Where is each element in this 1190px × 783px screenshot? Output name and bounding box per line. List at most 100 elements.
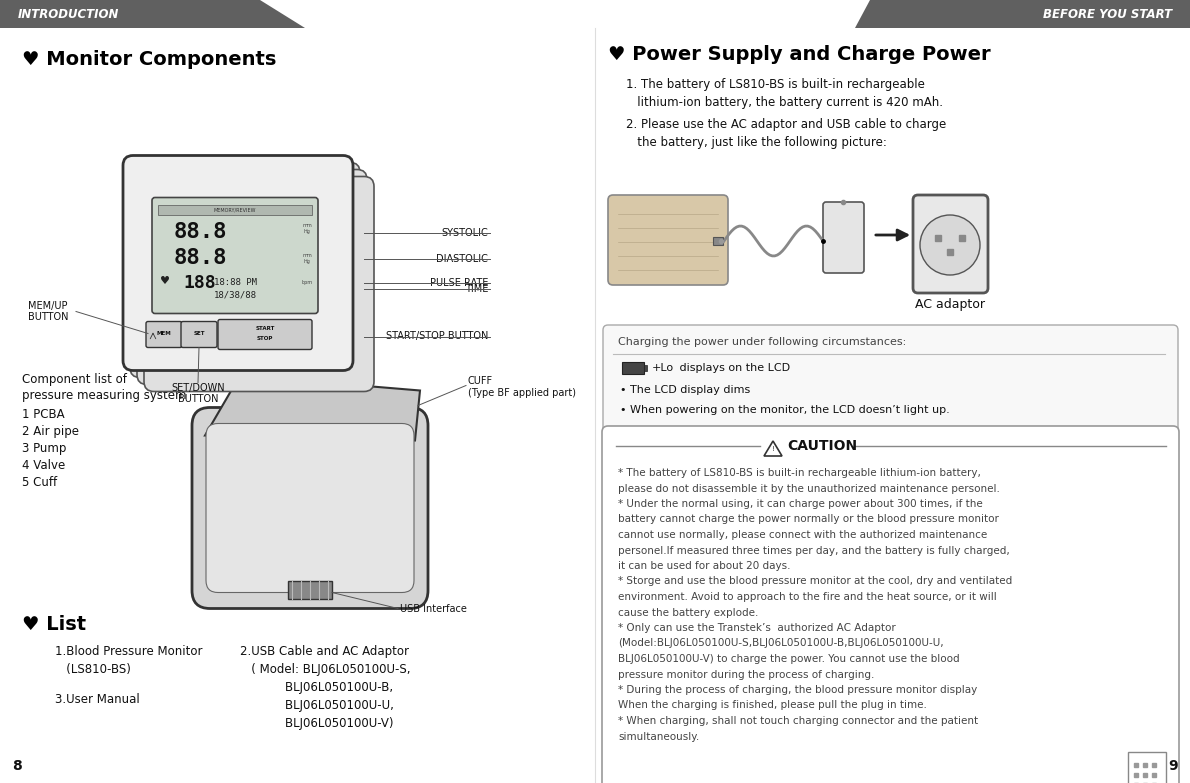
Text: Component list of: Component list of [21,373,127,386]
Text: 1.Blood Pressure Monitor: 1.Blood Pressure Monitor [55,645,202,658]
Text: mm
Hg: mm Hg [302,223,312,234]
Text: • The LCD display dims: • The LCD display dims [620,385,750,395]
Bar [288,580,332,598]
Text: ♥ Monitor Components: ♥ Monitor Components [21,50,276,69]
Text: START: START [256,326,275,331]
Text: PULSE RATE: PULSE RATE [430,277,488,287]
FancyBboxPatch shape [144,176,374,392]
Text: 188: 188 [183,273,217,291]
Text: SET/DOWN
BUTTON: SET/DOWN BUTTON [171,383,225,404]
Text: AC adaptor: AC adaptor [915,298,985,311]
FancyBboxPatch shape [152,197,318,313]
Polygon shape [0,0,305,28]
Text: ♥ List: ♥ List [21,615,86,634]
Text: START/STOP BUTTON: START/STOP BUTTON [386,331,488,341]
Text: 2. Please use the AC adaptor and USB cable to charge: 2. Please use the AC adaptor and USB cab… [626,118,946,131]
Text: DIASTOLIC: DIASTOLIC [436,254,488,264]
Text: BLJ06L050100U-V) to charge the power. You cannot use the blood: BLJ06L050100U-V) to charge the power. Yo… [618,654,959,664]
Text: SYSTOLIC: SYSTOLIC [441,228,488,237]
Text: * Only can use the Transtek’s  authorized AC Adaptor: * Only can use the Transtek’s authorized… [618,623,896,633]
Text: (LS810-BS): (LS810-BS) [55,663,131,676]
Text: Charging the power under following circumstances:: Charging the power under following circu… [618,337,907,347]
Text: ♥ Power Supply and Charge Power: ♥ Power Supply and Charge Power [608,45,990,64]
Text: simultaneously.: simultaneously. [618,731,700,742]
Text: SET: SET [193,331,205,336]
Text: ( Model: BLJ06L050100U-S,: ( Model: BLJ06L050100U-S, [240,663,411,676]
FancyBboxPatch shape [206,424,414,593]
Text: (Type BF applied part): (Type BF applied part) [468,388,576,399]
Text: 2 Air pipe: 2 Air pipe [21,425,79,438]
Text: BLJ06L050100U-U,: BLJ06L050100U-U, [240,699,394,712]
Text: 88.8: 88.8 [174,248,227,269]
Text: MEM/UP
BUTTON: MEM/UP BUTTON [29,301,69,323]
Text: environment. Avoid to approach to the fire and the heat source, or it will: environment. Avoid to approach to the fi… [618,592,997,602]
FancyBboxPatch shape [137,169,367,384]
Polygon shape [205,376,420,441]
FancyBboxPatch shape [146,322,182,348]
Text: bpm: bpm [301,280,313,285]
Text: 4 Valve: 4 Valve [21,459,65,472]
Text: BLJ06L050100U-V): BLJ06L050100U-V) [240,717,394,730]
Text: * During the process of charging, the blood pressure monitor display: * During the process of charging, the bl… [618,685,977,695]
Text: CAUTION: CAUTION [787,439,857,453]
Text: 9: 9 [1169,759,1178,773]
Text: MEM: MEM [157,331,171,336]
FancyBboxPatch shape [123,156,353,370]
Text: * Storge and use the blood pressure monitor at the cool, dry and ventilated: * Storge and use the blood pressure moni… [618,576,1013,586]
Text: mm
Hg: mm Hg [302,253,312,264]
Text: cannot use normally, please connect with the authorized maintenance: cannot use normally, please connect with… [618,530,988,540]
Bar [1128,752,1166,783]
Text: INTRODUCTION: INTRODUCTION [18,8,119,20]
Text: displays on the LCD: displays on the LCD [676,363,790,373]
Text: 1. The battery of LS810-BS is built-in rechargeable: 1. The battery of LS810-BS is built-in r… [626,78,925,91]
FancyBboxPatch shape [192,407,428,608]
Bar [622,362,644,374]
Text: 5 Cuff: 5 Cuff [21,476,57,489]
Text: 3 Pump: 3 Pump [21,442,67,455]
Text: ♥: ♥ [159,276,170,286]
Text: BEFORE YOU START: BEFORE YOU START [1042,8,1172,20]
Text: 2.USB Cable and AC Adaptor: 2.USB Cable and AC Adaptor [240,645,409,658]
Text: CUFF: CUFF [468,376,493,385]
Text: When the charging is finished, please pull the plug in time.: When the charging is finished, please pu… [618,701,927,710]
Text: battery cannot charge the power normally or the blood pressure monitor: battery cannot charge the power normally… [618,514,998,525]
Bar [158,204,312,215]
Polygon shape [854,0,1190,28]
Text: STOP: STOP [257,336,274,341]
Text: (Model:BLJ06L050100U-S,BLJ06L050100U-B,BLJ06L050100U-U,: (Model:BLJ06L050100U-S,BLJ06L050100U-B,B… [618,638,944,648]
Text: 18/38/88: 18/38/88 [213,291,257,300]
Text: 1 PCBA: 1 PCBA [21,408,64,421]
Text: !: ! [771,446,775,452]
Circle shape [920,215,981,275]
FancyBboxPatch shape [130,163,361,377]
Text: 3.User Manual: 3.User Manual [55,693,139,706]
Bar [644,365,647,371]
Text: TIME: TIME [464,283,488,294]
Text: please do not disassemble it by the unauthorized maintenance personel.: please do not disassemble it by the unau… [618,483,1000,493]
FancyBboxPatch shape [913,195,988,293]
Text: BLJ06L050100U-B,: BLJ06L050100U-B, [240,681,393,694]
Text: 18:88 PM: 18:88 PM [213,278,257,287]
FancyBboxPatch shape [603,325,1178,433]
Text: * Under the normal using, it can charge power about 300 times, if the: * Under the normal using, it can charge … [618,499,983,509]
FancyBboxPatch shape [608,195,728,285]
Text: * When charging, shall not touch charging connector and the patient: * When charging, shall not touch chargin… [618,716,978,726]
Bar [713,237,724,245]
Text: pressure measuring system: pressure measuring system [21,389,187,402]
Text: the battery, just like the following picture:: the battery, just like the following pic… [626,136,887,149]
Text: USB Interface: USB Interface [400,604,466,614]
Text: * The battery of LS810-BS is built-in rechargeable lithium-ion battery,: * The battery of LS810-BS is built-in re… [618,468,981,478]
Text: cause the battery explode.: cause the battery explode. [618,608,758,618]
FancyBboxPatch shape [218,319,312,349]
Text: pressure monitor during the process of charging.: pressure monitor during the process of c… [618,669,875,680]
Text: • When powering on the monitor, the LCD doesn’t light up.: • When powering on the monitor, the LCD … [620,405,950,415]
Text: lithium-ion battery, the battery current is 420 mAh.: lithium-ion battery, the battery current… [626,96,942,109]
FancyBboxPatch shape [181,322,217,348]
Text: it can be used for about 20 days.: it can be used for about 20 days. [618,561,790,571]
FancyBboxPatch shape [823,202,864,273]
Text: +Lo: +Lo [652,363,674,373]
FancyBboxPatch shape [602,426,1179,783]
Text: 8: 8 [12,759,21,773]
Text: 88.8: 88.8 [174,222,227,243]
Text: MEMORY/REVIEW: MEMORY/REVIEW [214,207,256,212]
